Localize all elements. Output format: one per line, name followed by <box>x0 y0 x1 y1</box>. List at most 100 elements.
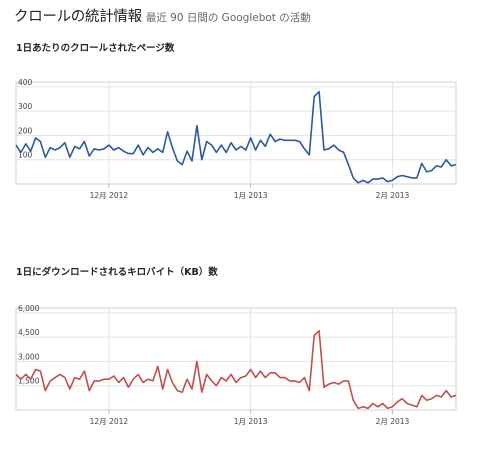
data-point <box>426 171 428 173</box>
x-tick-label: 2月 2013 <box>376 191 410 200</box>
data-point <box>274 140 276 142</box>
data-point <box>264 145 266 147</box>
data-point <box>382 177 384 179</box>
data-point <box>430 169 432 171</box>
data-point <box>108 378 110 380</box>
x-tick-label: 2月 2013 <box>376 417 410 426</box>
data-point <box>220 376 222 378</box>
data-point <box>157 365 159 367</box>
pages-crawled-chart: 100 200 300 400 12月 2012 1月 2013 2月 2013 <box>0 70 480 220</box>
data-point <box>34 137 36 139</box>
data-point <box>338 149 340 151</box>
data-point <box>416 177 418 179</box>
data-point <box>93 380 95 382</box>
data-point <box>171 146 173 148</box>
data-point <box>259 139 261 141</box>
data-point <box>113 149 115 151</box>
data-point <box>54 149 56 151</box>
data-point <box>127 386 129 388</box>
data-point <box>15 373 17 375</box>
data-point <box>245 375 247 377</box>
data-point <box>59 146 61 148</box>
data-point <box>74 145 76 147</box>
y-tick-label: 400 <box>18 78 33 87</box>
data-point <box>308 389 310 391</box>
data-point <box>342 380 344 382</box>
data-point <box>269 372 271 374</box>
data-point <box>230 142 232 144</box>
data-point <box>235 381 237 383</box>
x-tick-label: 1月 2013 <box>234 417 268 426</box>
data-point <box>250 368 252 370</box>
y-tick-label: 3,000 <box>18 352 40 361</box>
data-point <box>455 394 457 396</box>
data-point <box>88 155 90 157</box>
data-point <box>15 144 17 146</box>
data-point <box>225 380 227 382</box>
y-tick-label: 100 <box>18 151 33 160</box>
data-point <box>196 125 198 127</box>
data-point <box>406 176 408 178</box>
data-point <box>450 165 452 167</box>
series-line <box>15 90 457 184</box>
data-point <box>279 138 281 140</box>
data-point <box>421 162 423 164</box>
data-point <box>30 378 32 380</box>
data-point <box>69 388 71 390</box>
data-point <box>294 380 296 382</box>
data-point <box>411 177 413 179</box>
data-point <box>372 402 374 404</box>
page-header: クロールの統計情報 最近 90 日間の Googlebot の活動 <box>14 5 311 27</box>
data-point <box>25 373 27 375</box>
y-tick-label: 1,500 <box>18 377 40 386</box>
data-point <box>250 137 252 139</box>
data-point <box>391 179 393 181</box>
data-point <box>132 152 134 154</box>
data-point <box>284 139 286 141</box>
y-tick-label: 6,000 <box>18 304 40 313</box>
data-point <box>396 401 398 403</box>
y-tick-label: 300 <box>18 102 33 111</box>
data-point <box>25 143 27 145</box>
data-point <box>303 376 305 378</box>
data-point <box>147 146 149 148</box>
data-point <box>30 150 32 152</box>
data-point <box>103 378 105 380</box>
data-point <box>157 148 159 150</box>
data-point <box>162 388 164 390</box>
data-point <box>191 160 193 162</box>
data-point <box>162 151 164 153</box>
data-point <box>171 381 173 383</box>
data-point <box>298 381 300 383</box>
data-point <box>318 330 320 332</box>
data-point <box>430 398 432 400</box>
data-point <box>259 370 261 372</box>
kilobytes-section-title: 1日にダウンロードされるキロバイト（KB）数 <box>16 267 218 278</box>
data-point <box>401 398 403 400</box>
data-point <box>44 389 46 391</box>
data-point <box>274 372 276 374</box>
data-point <box>367 182 369 184</box>
data-point <box>435 394 437 396</box>
data-point <box>201 391 203 393</box>
data-point <box>147 378 149 380</box>
data-point <box>69 156 71 158</box>
data-point <box>435 165 437 167</box>
plot-frame <box>15 81 457 185</box>
data-point <box>225 151 227 153</box>
data-point <box>279 376 281 378</box>
data-point <box>440 166 442 168</box>
data-point <box>303 148 305 150</box>
data-point <box>386 180 388 182</box>
data-point <box>254 376 256 378</box>
data-point <box>367 407 369 409</box>
data-point <box>210 144 212 146</box>
data-point <box>78 148 80 150</box>
data-point <box>118 381 120 383</box>
data-point <box>206 373 208 375</box>
data-point <box>78 378 80 380</box>
page-title: クロールの統計情報 <box>14 9 142 25</box>
data-point <box>411 404 413 406</box>
data-point <box>342 151 344 153</box>
kilobytes-chart-svg: 1,500 3,000 4,500 6,000 12月 2012 1月 2013 2月 20… <box>15 304 457 426</box>
